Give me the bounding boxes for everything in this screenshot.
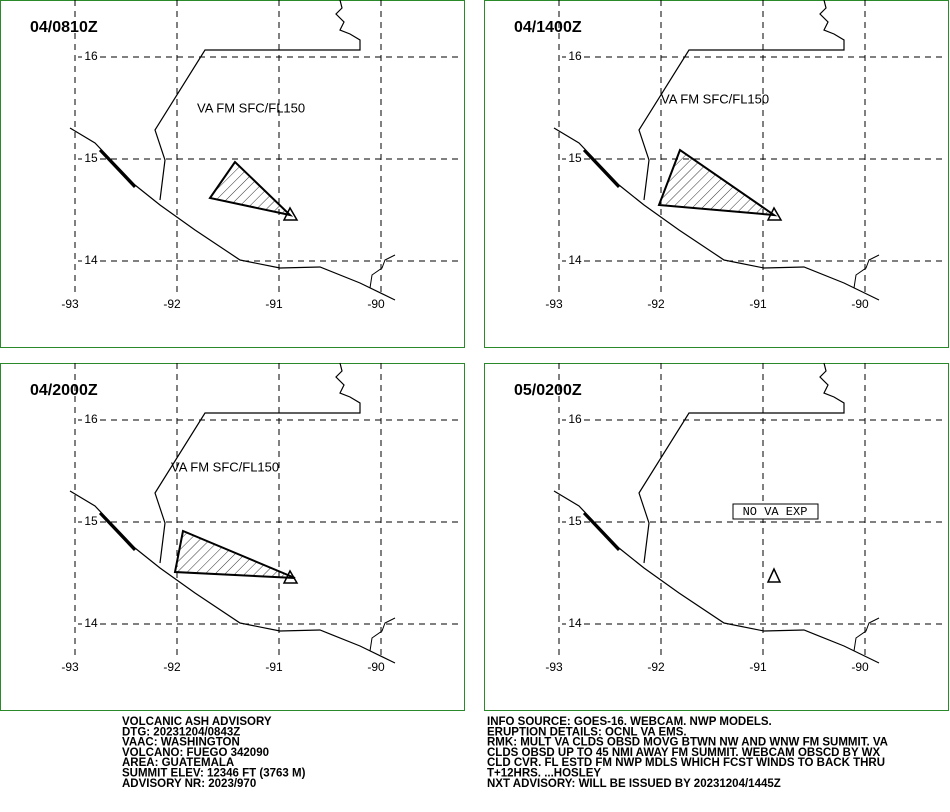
lat-label: 16: [84, 412, 98, 426]
lat-label: 15: [84, 151, 98, 165]
lon-label: -92: [163, 660, 181, 674]
lon-label: -90: [851, 297, 869, 311]
advisory-line: CLDS OBSD UP TO 45 NMI AWAY FM SUMMIT. W…: [487, 747, 880, 759]
coastline: [553, 490, 880, 664]
panel-frame: [0, 0, 465, 348]
advisory-line: VOLCANO: FUEGO 342090: [122, 747, 269, 759]
advisory-line: VOLCANIC ASH ADVISORY: [122, 716, 272, 728]
map-panel: -93 -92 -91 -90 16 15 14 04/2000Z VA FM SFC/FL15…: [0, 362, 465, 711]
lat-label-bg: [82, 413, 100, 427]
lat-label-bg: [566, 254, 584, 268]
advisory-line: SUMMIT ELEV: 12346 FT (3763 M): [122, 768, 306, 780]
advisory-line: ADVISORY NR: 2023/970: [122, 778, 256, 790]
lat-label: 16: [84, 49, 98, 63]
advisory-line: DTG: 20231204/0843Z: [122, 726, 240, 738]
panel-frame: [0, 363, 465, 711]
lon-label: -92: [647, 660, 665, 674]
volcano-symbol: [766, 567, 782, 583]
lat-label: 14: [568, 253, 582, 267]
advisory-line: INFO SOURCE: GOES-16. WEBCAM. NWP MODELS…: [487, 716, 772, 728]
volcano-symbol: [282, 206, 299, 221]
lat-label-bg: [566, 515, 584, 529]
advisory-line: RMK: MULT VA CLDS OBSD MOVG BTWN NW AND …: [487, 737, 888, 749]
advisory-line: NXT ADVISORY: WILL BE ISSUED BY 20231204…: [487, 778, 781, 790]
coastline: [69, 127, 396, 301]
lat-label-bg: [566, 50, 584, 64]
coastline-bold: [582, 148, 621, 189]
lat-label-bg: [566, 413, 584, 427]
lat-label: 14: [84, 253, 98, 267]
lat-label: 16: [568, 49, 582, 63]
label-box: [732, 503, 819, 520]
lat-label: 15: [568, 151, 582, 165]
lat-label-bg: [566, 617, 584, 631]
lat-label: 16: [568, 412, 582, 426]
coastline-bold: [582, 511, 621, 552]
volcano-symbol: [766, 206, 783, 221]
coastline: [553, 127, 880, 301]
lat-label-bg: [82, 515, 100, 529]
border: [853, 254, 880, 289]
panel-frame: [484, 363, 949, 711]
border: [853, 617, 880, 652]
volcano-symbol: [282, 569, 299, 584]
lon-label: -91: [749, 660, 767, 674]
panel-time: 04/1400Z: [514, 19, 582, 36]
map-panel: -93 -92 -91 -90 16 15 14 04/0810Z VA FM SFC/FL15…: [0, 0, 465, 348]
lat-label-bg: [82, 617, 100, 631]
advisory-line: CLD CVR. FL ESTD FM NWP MDLS WHICH FCST …: [487, 757, 885, 769]
lon-label: -90: [367, 660, 385, 674]
panel-time: 05/0200Z: [514, 382, 582, 399]
lon-label: -91: [749, 297, 767, 311]
border: [638, 0, 845, 201]
lat-label-bg: [82, 50, 100, 64]
panel-label: VA FM SFC/FL150: [197, 100, 305, 115]
lat-label: 15: [84, 514, 98, 528]
border: [638, 362, 845, 564]
lon-label: -92: [163, 297, 181, 311]
border: [369, 617, 396, 652]
advisory-line: AREA: GUATEMALA: [122, 757, 234, 769]
lat-label: 14: [568, 616, 582, 630]
lon-label: -91: [265, 297, 283, 311]
coastline: [69, 490, 396, 664]
lon-label: -93: [545, 660, 563, 674]
panel-label: NO VA EXP: [743, 505, 808, 519]
border: [369, 254, 396, 289]
lon-label: -90: [367, 297, 385, 311]
panel-time: 04/0810Z: [30, 19, 98, 36]
advisory-line: ERUPTION DETAILS: OCNL VA EMS.: [487, 726, 687, 738]
lat-label-bg: [566, 152, 584, 166]
panel-label: VA FM SFC/FL150: [661, 91, 769, 106]
panel-label: VA FM SFC/FL150: [171, 459, 279, 474]
lon-label: -91: [265, 660, 283, 674]
lon-label: -92: [647, 297, 665, 311]
lon-label: -93: [545, 297, 563, 311]
panel-time: 04/2000Z: [30, 382, 98, 399]
border: [154, 362, 361, 564]
advisory-line: VAAC: WASHINGTON: [122, 737, 240, 749]
ash-area: [173, 529, 296, 579]
advisory-line: T+12HRS. ...HOSLEY: [487, 768, 601, 780]
panel-frame: [484, 0, 949, 348]
lat-label-bg: [82, 152, 100, 166]
lat-label: 15: [568, 514, 582, 528]
ash-area: [208, 160, 294, 217]
map-panel: -93 -92 -91 -90 16 15 14 04/1400Z VA FM SFC/FL15…: [484, 0, 949, 348]
lon-label: -93: [61, 660, 79, 674]
lat-label: 14: [84, 616, 98, 630]
lon-label: -93: [61, 297, 79, 311]
coastline-bold: [98, 148, 137, 189]
map-panel: -93 -92 -91 -90 16 15 14 05/0200Z NO VA EXP: [484, 362, 949, 711]
ash-area: [657, 148, 778, 217]
border: [154, 0, 361, 201]
lon-label: -90: [851, 660, 869, 674]
coastline-bold: [98, 511, 137, 552]
lat-label-bg: [82, 254, 100, 268]
